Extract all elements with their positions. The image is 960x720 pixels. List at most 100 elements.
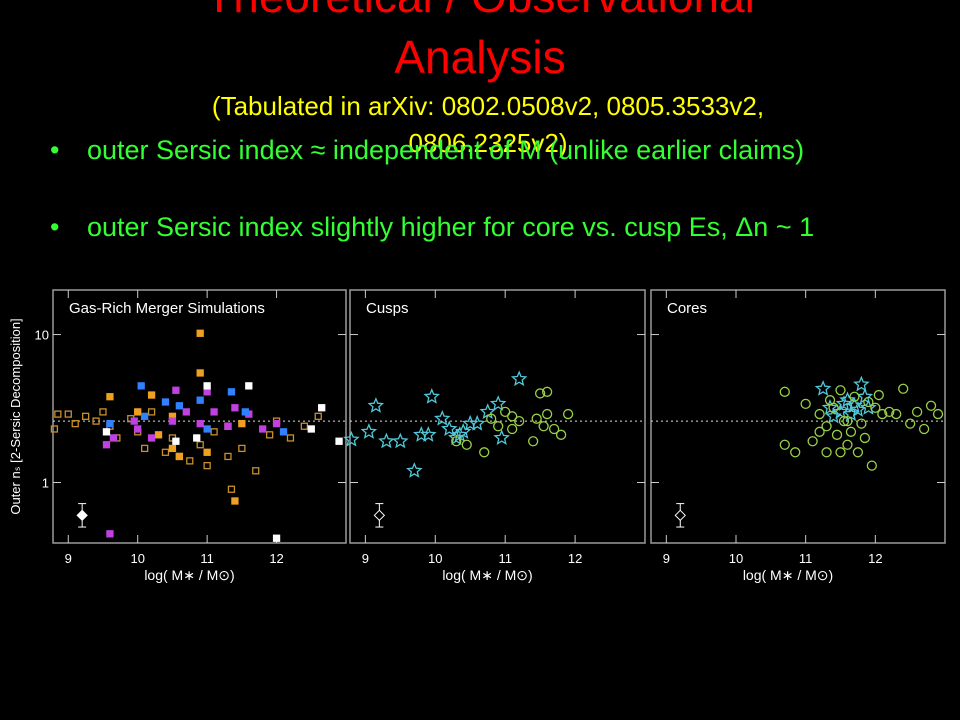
data-point <box>528 436 539 447</box>
title: Analysis <box>394 31 566 83</box>
data-point <box>318 404 326 412</box>
data-point <box>451 436 462 447</box>
data-point <box>182 408 190 416</box>
data-point <box>259 425 267 433</box>
data-point <box>853 375 870 392</box>
data-point <box>423 387 440 404</box>
data-point <box>137 382 145 390</box>
data-point <box>279 428 288 436</box>
panel <box>349 289 646 544</box>
data-point <box>534 388 546 399</box>
data-point <box>106 419 114 428</box>
data-point <box>227 485 236 493</box>
data-point <box>343 430 360 447</box>
data-point <box>838 415 850 427</box>
data-point <box>238 419 246 428</box>
data-point <box>835 395 853 411</box>
data-point <box>548 423 560 435</box>
data-point <box>172 437 180 445</box>
data-point <box>196 419 204 428</box>
data-point <box>493 421 504 432</box>
data-point <box>102 441 111 449</box>
data-point <box>870 402 881 413</box>
data-point <box>489 395 507 411</box>
data-point <box>814 408 825 420</box>
data-point <box>140 444 149 453</box>
data-point <box>203 461 211 470</box>
data-point <box>272 534 281 542</box>
panel-title: Cores <box>667 300 707 317</box>
x-tick-label: 12 <box>568 551 582 566</box>
data-point <box>231 404 239 412</box>
x-axis-label: log( M∗ / M⊙) <box>442 567 532 583</box>
data-point <box>186 457 194 465</box>
data-point <box>106 393 114 401</box>
data-point <box>831 429 843 440</box>
data-point <box>360 423 378 439</box>
x-tick-label: 11 <box>200 551 214 566</box>
data-point <box>130 417 138 425</box>
data-point <box>300 422 308 430</box>
data-point <box>440 420 458 436</box>
data-point <box>175 452 184 461</box>
error-point <box>76 509 88 522</box>
bullet: • outer Sersic index slightly higher for … <box>50 210 850 244</box>
data-point <box>863 396 874 408</box>
x-axis-label: log( M∗ / M⊙) <box>144 567 234 583</box>
data-point <box>898 383 909 394</box>
title: Theoretical / Observational <box>0 0 960 22</box>
data-point <box>842 439 853 450</box>
x-axis-label: log( M∗ / M⊙) <box>743 567 833 583</box>
x-tick-label: 10 <box>130 551 144 566</box>
bullet-text: outer Sersic index slightly higher for c… <box>87 212 815 242</box>
data-point <box>538 421 549 432</box>
data-point <box>807 436 818 447</box>
data-point <box>140 412 149 420</box>
data-point <box>918 423 930 435</box>
error-point <box>373 509 386 522</box>
data-point <box>779 386 790 397</box>
data-point <box>147 408 156 416</box>
data-point <box>210 428 218 436</box>
data-point <box>106 530 114 538</box>
data-point <box>203 425 211 433</box>
data-point <box>99 408 107 416</box>
data-point <box>196 396 204 404</box>
panel <box>650 289 946 544</box>
subtitle: 0806.2325v2) <box>408 128 568 158</box>
data-point <box>884 406 895 418</box>
data-point <box>335 437 343 445</box>
data-point <box>832 403 849 419</box>
x-tick-label: 10 <box>729 551 743 566</box>
data-point <box>825 407 842 424</box>
y-tick-label: 10 <box>35 328 49 343</box>
data-point <box>821 447 832 458</box>
data-point <box>265 431 274 439</box>
data-point <box>102 428 111 436</box>
bullet: • outer Sersic index ≈ independent of M (… <box>50 133 850 167</box>
x-tick-label: 12 <box>868 551 882 566</box>
data-point <box>193 434 201 442</box>
data-point <box>272 419 281 428</box>
x-tick-label: 9 <box>362 551 369 566</box>
data-point <box>196 369 204 377</box>
data-point <box>64 410 72 418</box>
data-point <box>227 388 236 396</box>
data-point <box>92 417 100 425</box>
data-point <box>877 408 888 420</box>
data-point <box>860 399 877 415</box>
data-point <box>562 408 574 420</box>
data-point <box>406 462 423 478</box>
data-point <box>134 425 142 433</box>
data-point <box>779 439 790 450</box>
data-point <box>555 429 567 440</box>
data-point <box>252 467 260 475</box>
panel-title: Cusps <box>366 300 409 317</box>
data-point <box>224 452 232 461</box>
data-point <box>531 413 542 424</box>
data-point <box>852 447 864 458</box>
data-point <box>161 448 170 456</box>
data-point <box>479 447 490 458</box>
data-point <box>835 385 846 396</box>
